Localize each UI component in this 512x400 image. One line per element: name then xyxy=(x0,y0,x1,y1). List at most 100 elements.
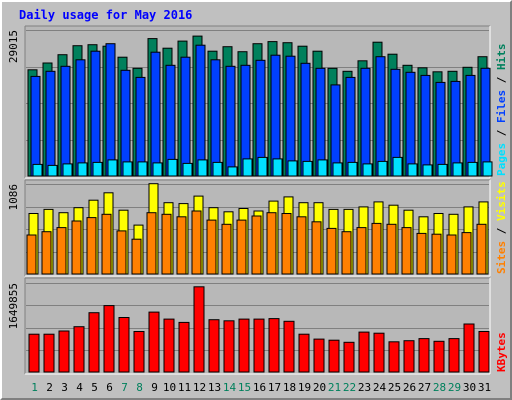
bar-pages-day-4 xyxy=(77,162,88,177)
bar-pages-day-9 xyxy=(152,162,163,177)
bar-sites-day-26 xyxy=(401,227,412,275)
bar-pages-day-16 xyxy=(257,156,268,177)
bar-sites-day-1 xyxy=(26,234,37,275)
bar-files-day-1 xyxy=(30,75,41,177)
bar-kbytes-day-8 xyxy=(133,331,145,373)
x-tick-label-day-10: 10 xyxy=(163,381,176,394)
bar-pages-day-1 xyxy=(32,163,43,177)
x-tick-label-day-11: 11 xyxy=(178,381,191,394)
bar-files-day-13 xyxy=(210,59,221,177)
x-tick-label-day-23: 23 xyxy=(358,381,371,394)
bar-kbytes-day-21 xyxy=(328,339,340,373)
max-value-label: 1649855 xyxy=(7,283,20,329)
bar-sites-day-22 xyxy=(341,231,352,275)
bar-sites-day-24 xyxy=(371,222,382,275)
bar-pages-day-22 xyxy=(347,161,358,177)
bar-kbytes-day-28 xyxy=(433,340,445,373)
legend-part-3: / xyxy=(495,70,508,90)
bar-pages-day-2 xyxy=(47,164,58,177)
bar-sites-day-17 xyxy=(266,212,277,275)
bar-pages-day-10 xyxy=(167,158,178,177)
bar-sites-day-19 xyxy=(296,216,307,275)
x-tick-label-day-22: 22 xyxy=(343,381,356,394)
x-tick-label-day-1: 1 xyxy=(31,381,38,394)
bar-pages-day-19 xyxy=(302,160,313,177)
max-value-label: 1086 xyxy=(7,184,20,211)
x-tick-label-day-2: 2 xyxy=(46,381,53,394)
bar-kbytes-day-3 xyxy=(58,330,70,373)
bar-sites-day-7 xyxy=(116,230,127,275)
bar-kbytes-day-25 xyxy=(388,341,400,373)
bar-kbytes-day-1 xyxy=(28,333,40,373)
x-tick-label-day-28: 28 xyxy=(433,381,446,394)
bar-sites-day-3 xyxy=(56,227,67,275)
legend-visits-sites: Sites / Visits xyxy=(495,181,508,274)
bar-kbytes-day-22 xyxy=(343,341,355,373)
bar-pages-day-28 xyxy=(437,163,448,177)
bar-files-day-31 xyxy=(480,67,491,177)
bar-pages-day-25 xyxy=(392,156,403,177)
bar-files-day-8 xyxy=(135,76,146,177)
bar-pages-day-29 xyxy=(452,162,463,177)
bar-files-day-26 xyxy=(405,71,416,177)
bar-pages-day-30 xyxy=(467,161,478,177)
bar-kbytes-day-10 xyxy=(163,318,175,373)
bar-kbytes-day-9 xyxy=(148,311,160,373)
bar-files-day-23 xyxy=(360,67,371,177)
bar-sites-day-20 xyxy=(311,221,322,275)
x-tick-label-day-24: 24 xyxy=(373,381,387,394)
x-tick-label-day-8: 8 xyxy=(136,381,143,394)
bar-files-day-29 xyxy=(450,80,461,177)
bar-kbytes-day-26 xyxy=(403,340,415,373)
bar-files-day-11 xyxy=(180,56,191,177)
bar-files-day-12 xyxy=(195,44,206,177)
bar-pages-day-31 xyxy=(482,161,493,177)
bar-pages-day-21 xyxy=(332,162,343,177)
x-tick-label-day-27: 27 xyxy=(418,381,431,394)
x-tick-label-day-7: 7 xyxy=(121,381,128,394)
bar-sites-day-14 xyxy=(221,223,232,275)
bar-pages-day-20 xyxy=(317,159,328,177)
x-tick-label-day-16: 16 xyxy=(253,381,266,394)
x-tick-label-day-20: 20 xyxy=(313,381,326,394)
bar-kbytes-day-19 xyxy=(298,333,310,373)
bar-pages-day-11 xyxy=(182,162,193,177)
max-value-label: 29015 xyxy=(7,30,20,63)
bar-kbytes-day-24 xyxy=(373,332,385,373)
bar-files-day-3 xyxy=(60,65,71,177)
legend-part-0: Sites xyxy=(495,241,508,274)
bar-pages-day-23 xyxy=(362,163,373,177)
bar-sites-day-11 xyxy=(176,216,187,275)
x-tick-label-day-17: 17 xyxy=(268,381,281,394)
bar-files-day-7 xyxy=(120,69,131,177)
bar-files-day-28 xyxy=(435,81,446,177)
bar-files-day-19 xyxy=(300,62,311,177)
x-tick-label-day-21: 21 xyxy=(328,381,341,394)
bar-sites-day-30 xyxy=(461,232,472,275)
bar-kbytes-day-27 xyxy=(418,338,430,373)
legend-part-1: / xyxy=(495,123,508,143)
bar-kbytes-day-13 xyxy=(208,319,220,373)
bar-sites-day-27 xyxy=(416,232,427,275)
legend-part-0: KBytes xyxy=(495,332,508,372)
bar-kbytes-day-31 xyxy=(478,331,490,373)
bar-pages-day-18 xyxy=(287,160,298,177)
bar-kbytes-day-15 xyxy=(238,318,250,373)
bar-sites-day-8 xyxy=(131,238,142,275)
bar-sites-day-31 xyxy=(476,223,487,275)
bar-kbytes-day-18 xyxy=(283,320,295,373)
bar-sites-day-6 xyxy=(101,213,112,275)
bar-pages-day-17 xyxy=(272,158,283,177)
bar-files-day-4 xyxy=(75,59,86,177)
bar-sites-day-9 xyxy=(146,212,157,275)
bar-files-day-14 xyxy=(225,65,236,177)
bar-sites-day-23 xyxy=(356,227,367,275)
bar-pages-day-24 xyxy=(377,160,388,177)
chart-title: Daily usage for May 2016 xyxy=(19,8,192,22)
bar-kbytes-day-4 xyxy=(73,326,85,373)
x-tick-label-day-5: 5 xyxy=(91,381,98,394)
bar-kbytes-day-30 xyxy=(463,323,475,373)
bar-sites-day-18 xyxy=(281,213,292,275)
legend-part-2: Visits xyxy=(495,181,508,221)
bar-files-day-9 xyxy=(150,51,161,177)
